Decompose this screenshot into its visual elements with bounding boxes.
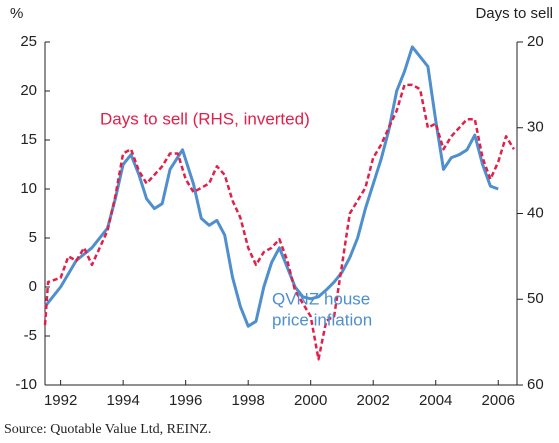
y-tick-label: 0 <box>29 278 37 295</box>
series-label: price inflation <box>272 310 372 329</box>
x-tick-label: 2006 <box>482 392 515 409</box>
series-label: Days to sell (RHS, inverted) <box>100 109 310 128</box>
x-tick-label: 2002 <box>357 392 390 409</box>
x-tick-label: 1998 <box>231 392 264 409</box>
x-tick-label: 1992 <box>44 392 77 409</box>
y2-tick-label: 20 <box>527 33 544 50</box>
y-tick-label: 5 <box>29 229 37 246</box>
y-axis-label: % <box>10 5 23 22</box>
line-series <box>43 83 515 361</box>
series-label: QVNZ house <box>272 289 370 308</box>
line-series <box>43 45 499 328</box>
y2-tick-label: 40 <box>527 204 544 221</box>
x-tick-label: 2000 <box>294 392 327 409</box>
x-tick-label: 1996 <box>169 392 202 409</box>
x-tick-label: 1994 <box>106 392 139 409</box>
y-tick-label: -10 <box>15 376 37 393</box>
source: Source: Quotable Value Ltd, REINZ. <box>4 422 211 437</box>
y2-tick-label: 30 <box>527 119 544 136</box>
y2-tick-label: 60 <box>527 376 544 393</box>
y-tick-label: -5 <box>24 327 37 344</box>
y-tick-label: 10 <box>20 180 37 197</box>
y-tick-label: 20 <box>20 82 37 99</box>
y-tick-label: 15 <box>20 131 37 148</box>
y2-tick-label: 50 <box>527 290 544 307</box>
y-tick-label: 25 <box>20 33 37 50</box>
x-tick-label: 2004 <box>419 392 452 409</box>
y2-axis-label: Days to sell <box>475 5 553 22</box>
